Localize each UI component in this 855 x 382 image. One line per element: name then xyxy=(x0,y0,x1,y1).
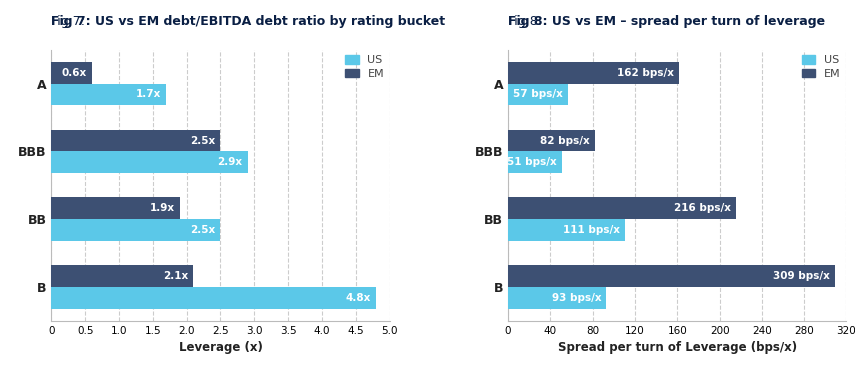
Bar xyxy=(508,62,680,84)
Bar xyxy=(508,151,562,173)
Legend: US, EM: US, EM xyxy=(802,55,841,79)
Text: 82 bps/x: 82 bps/x xyxy=(540,136,590,146)
Text: Fig 7: US vs EM debt/EBITDA debt ratio by rating bucket: Fig 7: US vs EM debt/EBITDA debt ratio b… xyxy=(51,15,445,28)
Text: 2.9x: 2.9x xyxy=(217,157,243,167)
Text: 2.1x: 2.1x xyxy=(163,271,188,281)
Text: 2.5x: 2.5x xyxy=(190,136,215,146)
Text: 216 bps/x: 216 bps/x xyxy=(675,203,731,213)
Bar xyxy=(51,265,193,287)
Text: 309 bps/x: 309 bps/x xyxy=(773,271,829,281)
Legend: US, EM: US, EM xyxy=(345,55,384,79)
Text: Fig 7:: Fig 7: xyxy=(51,15,89,28)
Bar xyxy=(508,219,626,241)
Bar xyxy=(51,197,180,219)
Bar xyxy=(51,84,167,105)
Bar xyxy=(508,197,736,219)
Bar xyxy=(51,219,221,241)
Text: 93 bps/x: 93 bps/x xyxy=(551,293,601,303)
X-axis label: Leverage (x): Leverage (x) xyxy=(179,341,262,354)
Text: 162 bps/x: 162 bps/x xyxy=(617,68,675,78)
Bar xyxy=(51,129,221,151)
Text: 111 bps/x: 111 bps/x xyxy=(563,225,621,235)
Text: 57 bps/x: 57 bps/x xyxy=(513,89,563,99)
Text: 2.5x: 2.5x xyxy=(190,225,215,235)
Text: 0.6x: 0.6x xyxy=(62,68,87,78)
Bar xyxy=(51,287,376,309)
Bar xyxy=(508,129,595,151)
Text: Fig 8:: Fig 8: xyxy=(508,15,546,28)
Text: 4.8x: 4.8x xyxy=(345,293,371,303)
Bar xyxy=(51,151,248,173)
Bar xyxy=(51,62,91,84)
Text: Fig 8: US vs EM – spread per turn of leverage: Fig 8: US vs EM – spread per turn of lev… xyxy=(508,15,825,28)
Bar xyxy=(508,265,834,287)
Bar xyxy=(508,287,606,309)
X-axis label: Spread per turn of Leverage (bps/x): Spread per turn of Leverage (bps/x) xyxy=(557,341,797,354)
Text: 1.9x: 1.9x xyxy=(150,203,174,213)
Text: 1.7x: 1.7x xyxy=(136,89,162,99)
Text: 51 bps/x: 51 bps/x xyxy=(507,157,557,167)
Bar xyxy=(508,84,569,105)
